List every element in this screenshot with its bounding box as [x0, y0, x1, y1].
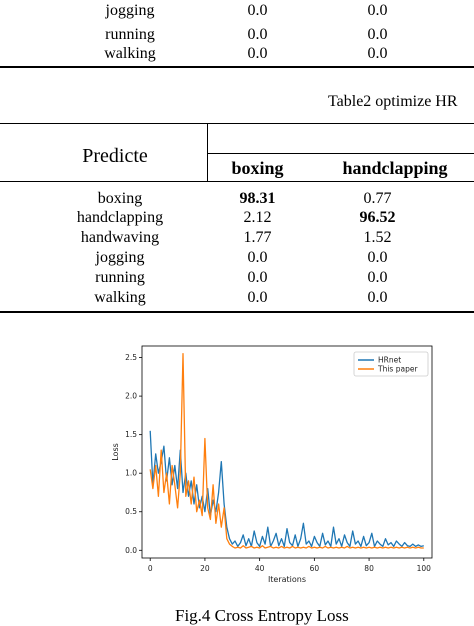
series-line — [149, 353, 424, 549]
plot-area — [141, 345, 433, 559]
table1-row-value: 0.0 — [247, 2, 268, 19]
table2-row-value: 0.77 — [363, 190, 392, 207]
table2-row-value: 0.0 — [367, 289, 388, 306]
table1-row-value: 0.0 — [367, 26, 388, 43]
x-axis-label: Iterations — [268, 575, 306, 584]
table2-row-value: 0.0 — [247, 249, 268, 266]
legend-label: This paper — [377, 365, 418, 374]
table1-row-value: 0.0 — [367, 2, 388, 19]
table1-row-value: 0.0 — [247, 26, 268, 43]
table1-row-label: jogging — [105, 2, 155, 19]
table2-header-rule — [0, 181, 474, 182]
table2-row-value: 0.0 — [247, 289, 268, 306]
table1-row-label: walking — [104, 45, 156, 62]
series-line — [149, 430, 424, 548]
x-tick-label: 40 — [255, 564, 265, 573]
table2-col-header-boxing: boxing — [231, 158, 284, 178]
table2-row-label: handclapping — [76, 209, 164, 226]
x-tick-label: 60 — [310, 564, 320, 573]
table1-row-value: 0.0 — [367, 45, 388, 62]
y-tick-label: 0.0 — [125, 546, 137, 555]
table2-row-value: 0.0 — [247, 269, 268, 286]
x-tick-label: 20 — [200, 564, 210, 573]
y-tick-label: 1.5 — [125, 430, 137, 439]
table1-row-value: 0.0 — [247, 45, 268, 62]
x-tick-label: 100 — [417, 564, 432, 573]
table2-row-label: handwaving — [80, 229, 160, 246]
y-tick-label: 1.0 — [125, 469, 137, 478]
table2-caption: Table2 optimize HR — [328, 93, 458, 110]
table2-row-value: 96.52 — [359, 209, 396, 226]
legend-box — [353, 351, 429, 377]
table2-header-divider — [207, 123, 208, 181]
table2-row-value: 98.31 — [239, 190, 276, 207]
table2-row-header: Predicte — [82, 145, 148, 167]
table2-row-value: 0.0 — [367, 269, 388, 286]
loss-chart: 0 20 40 60 80 100 0.0 0.5 1.0 1.5 2.0 2.5 HRnetThis… — [111, 345, 433, 584]
legend-label: HRnet — [378, 356, 401, 365]
y-tick-label: 0.5 — [125, 507, 137, 516]
figure-caption: Fig.4 Cross Entropy Loss — [175, 606, 349, 625]
table2-top-rule — [0, 123, 474, 124]
table2-row-label: boxing — [97, 190, 143, 207]
y-tick-label: 2.0 — [125, 392, 137, 401]
table2-row-label: walking — [94, 289, 146, 306]
table2-row-value: 2.12 — [243, 209, 272, 226]
table2-row-value: 1.77 — [243, 229, 272, 246]
table2-subheader-rule — [207, 153, 474, 154]
x-tick-label: 0 — [148, 564, 153, 573]
table1-row-label: running — [105, 26, 155, 43]
table2-row-value: 0.0 — [367, 249, 388, 266]
table2-bottom-rule — [0, 311, 474, 313]
y-tick-label: 2.5 — [125, 353, 137, 362]
x-tick-label: 80 — [364, 564, 374, 573]
y-axis-label: Loss — [111, 443, 120, 461]
table2-row-label: jogging — [95, 249, 145, 266]
table2-row-value: 1.52 — [363, 229, 392, 246]
table2-row-label: running — [95, 269, 145, 286]
table1-bottom-rule — [0, 66, 474, 68]
table2-col-header-handclapping: handclapping — [342, 158, 448, 178]
